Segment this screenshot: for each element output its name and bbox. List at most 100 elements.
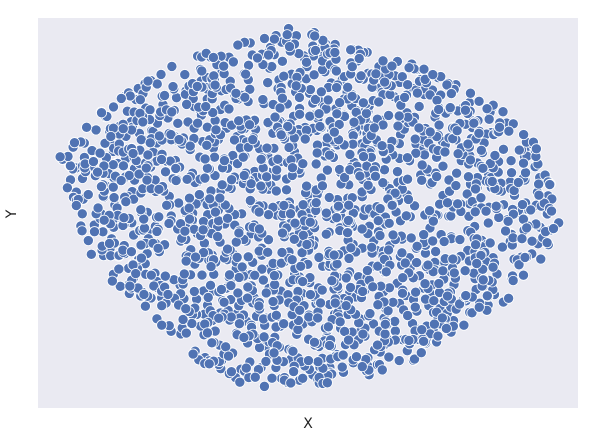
scatter-point — [505, 155, 517, 167]
scatter-point — [357, 285, 369, 297]
scatter-point — [159, 270, 171, 282]
scatter-point — [76, 225, 88, 237]
scatter-point — [237, 151, 249, 163]
scatter-point — [445, 210, 457, 222]
scatter-point — [334, 316, 346, 328]
scatter-point — [393, 110, 405, 122]
scatter-point — [230, 236, 242, 248]
scatter-point — [268, 347, 280, 359]
scatter-point — [377, 55, 389, 67]
scatter-point — [342, 81, 354, 93]
scatter-point — [215, 283, 227, 295]
scatter-point — [201, 139, 213, 151]
scatter-point — [302, 355, 314, 367]
scatter-point — [477, 162, 489, 174]
scatter-point — [346, 61, 358, 73]
scatter-point — [418, 335, 430, 347]
scatter-point — [288, 366, 300, 378]
scatter-point — [82, 189, 94, 201]
scatter-point — [441, 79, 453, 91]
scatter-point — [180, 255, 192, 267]
scatter-point — [503, 292, 515, 304]
scatter-point — [314, 120, 326, 132]
scatter-point — [411, 87, 423, 99]
scatter-point — [517, 269, 529, 281]
scatter-point — [473, 127, 485, 139]
scatter-point — [496, 241, 508, 253]
scatter-point — [419, 278, 431, 290]
scatter-point — [497, 106, 509, 118]
scatter-point — [378, 164, 390, 176]
scatter-point — [483, 113, 495, 125]
scatter-point — [258, 380, 270, 392]
scatter-point — [274, 102, 286, 114]
scatter-point — [494, 121, 506, 133]
scatter-point — [380, 266, 392, 278]
scatter-point — [396, 247, 408, 259]
scatter-point — [372, 339, 384, 351]
scatter-point — [387, 229, 399, 241]
scatter-point — [69, 137, 81, 149]
scatter-point — [225, 366, 237, 378]
scatter-point — [433, 278, 445, 290]
scatter-point — [400, 210, 412, 222]
scatter-point — [284, 41, 296, 53]
y-axis-label: Y — [4, 209, 20, 219]
scatter-point — [409, 133, 421, 145]
scatter-point — [346, 90, 358, 102]
scatter-point — [262, 234, 274, 246]
scatter-point — [276, 92, 288, 104]
scatter-point — [222, 350, 234, 362]
scatter-point — [430, 245, 442, 257]
scatter-point — [202, 291, 214, 303]
scatter-point — [470, 239, 482, 251]
scatter-point — [87, 156, 99, 168]
scatter-point — [209, 79, 221, 91]
scatter-point — [188, 285, 200, 297]
scatter-point — [310, 197, 322, 209]
scatter-point — [310, 158, 322, 170]
scatter-point — [411, 240, 423, 252]
scatter-point — [270, 185, 282, 197]
scatter-point — [203, 358, 215, 370]
scatter-point — [410, 286, 422, 298]
scatter-point — [103, 237, 115, 249]
scatter-point — [372, 299, 384, 311]
scatter-point — [233, 271, 245, 283]
scatter-point — [337, 349, 349, 361]
scatter-point — [308, 336, 320, 348]
scatter-point — [260, 355, 272, 367]
scatter-point — [180, 327, 192, 339]
scatter-point — [115, 175, 127, 187]
scatter-point — [321, 164, 333, 176]
scatter-point — [330, 65, 342, 77]
scatter-point — [304, 84, 316, 96]
scatter-point — [268, 270, 280, 282]
scatter-point — [179, 69, 191, 81]
scatter-point — [364, 308, 376, 320]
scatter-point — [445, 88, 457, 100]
scatter-point — [525, 204, 537, 216]
scatter-point — [487, 261, 499, 273]
scatter-point — [468, 117, 480, 129]
scatter-point — [172, 117, 184, 129]
scatter-point — [54, 151, 66, 163]
scatter-point — [225, 311, 237, 323]
scatter-point — [275, 129, 287, 141]
scatter-point — [360, 107, 372, 119]
scatter-point — [497, 143, 509, 155]
scatter-point — [403, 334, 415, 346]
scatter-point — [465, 154, 477, 166]
scatter-point — [258, 331, 270, 343]
scatter-point — [257, 94, 269, 106]
scatter-point — [438, 236, 450, 248]
scatter-point — [437, 265, 449, 277]
scatter-point — [444, 102, 456, 114]
scatter-point — [437, 160, 449, 172]
scatter-point — [187, 348, 199, 360]
scatter-point — [316, 284, 328, 296]
scatter-point — [201, 162, 213, 174]
scatter-point — [115, 92, 127, 104]
scatter-point — [366, 241, 378, 253]
scatter-point — [177, 313, 189, 325]
